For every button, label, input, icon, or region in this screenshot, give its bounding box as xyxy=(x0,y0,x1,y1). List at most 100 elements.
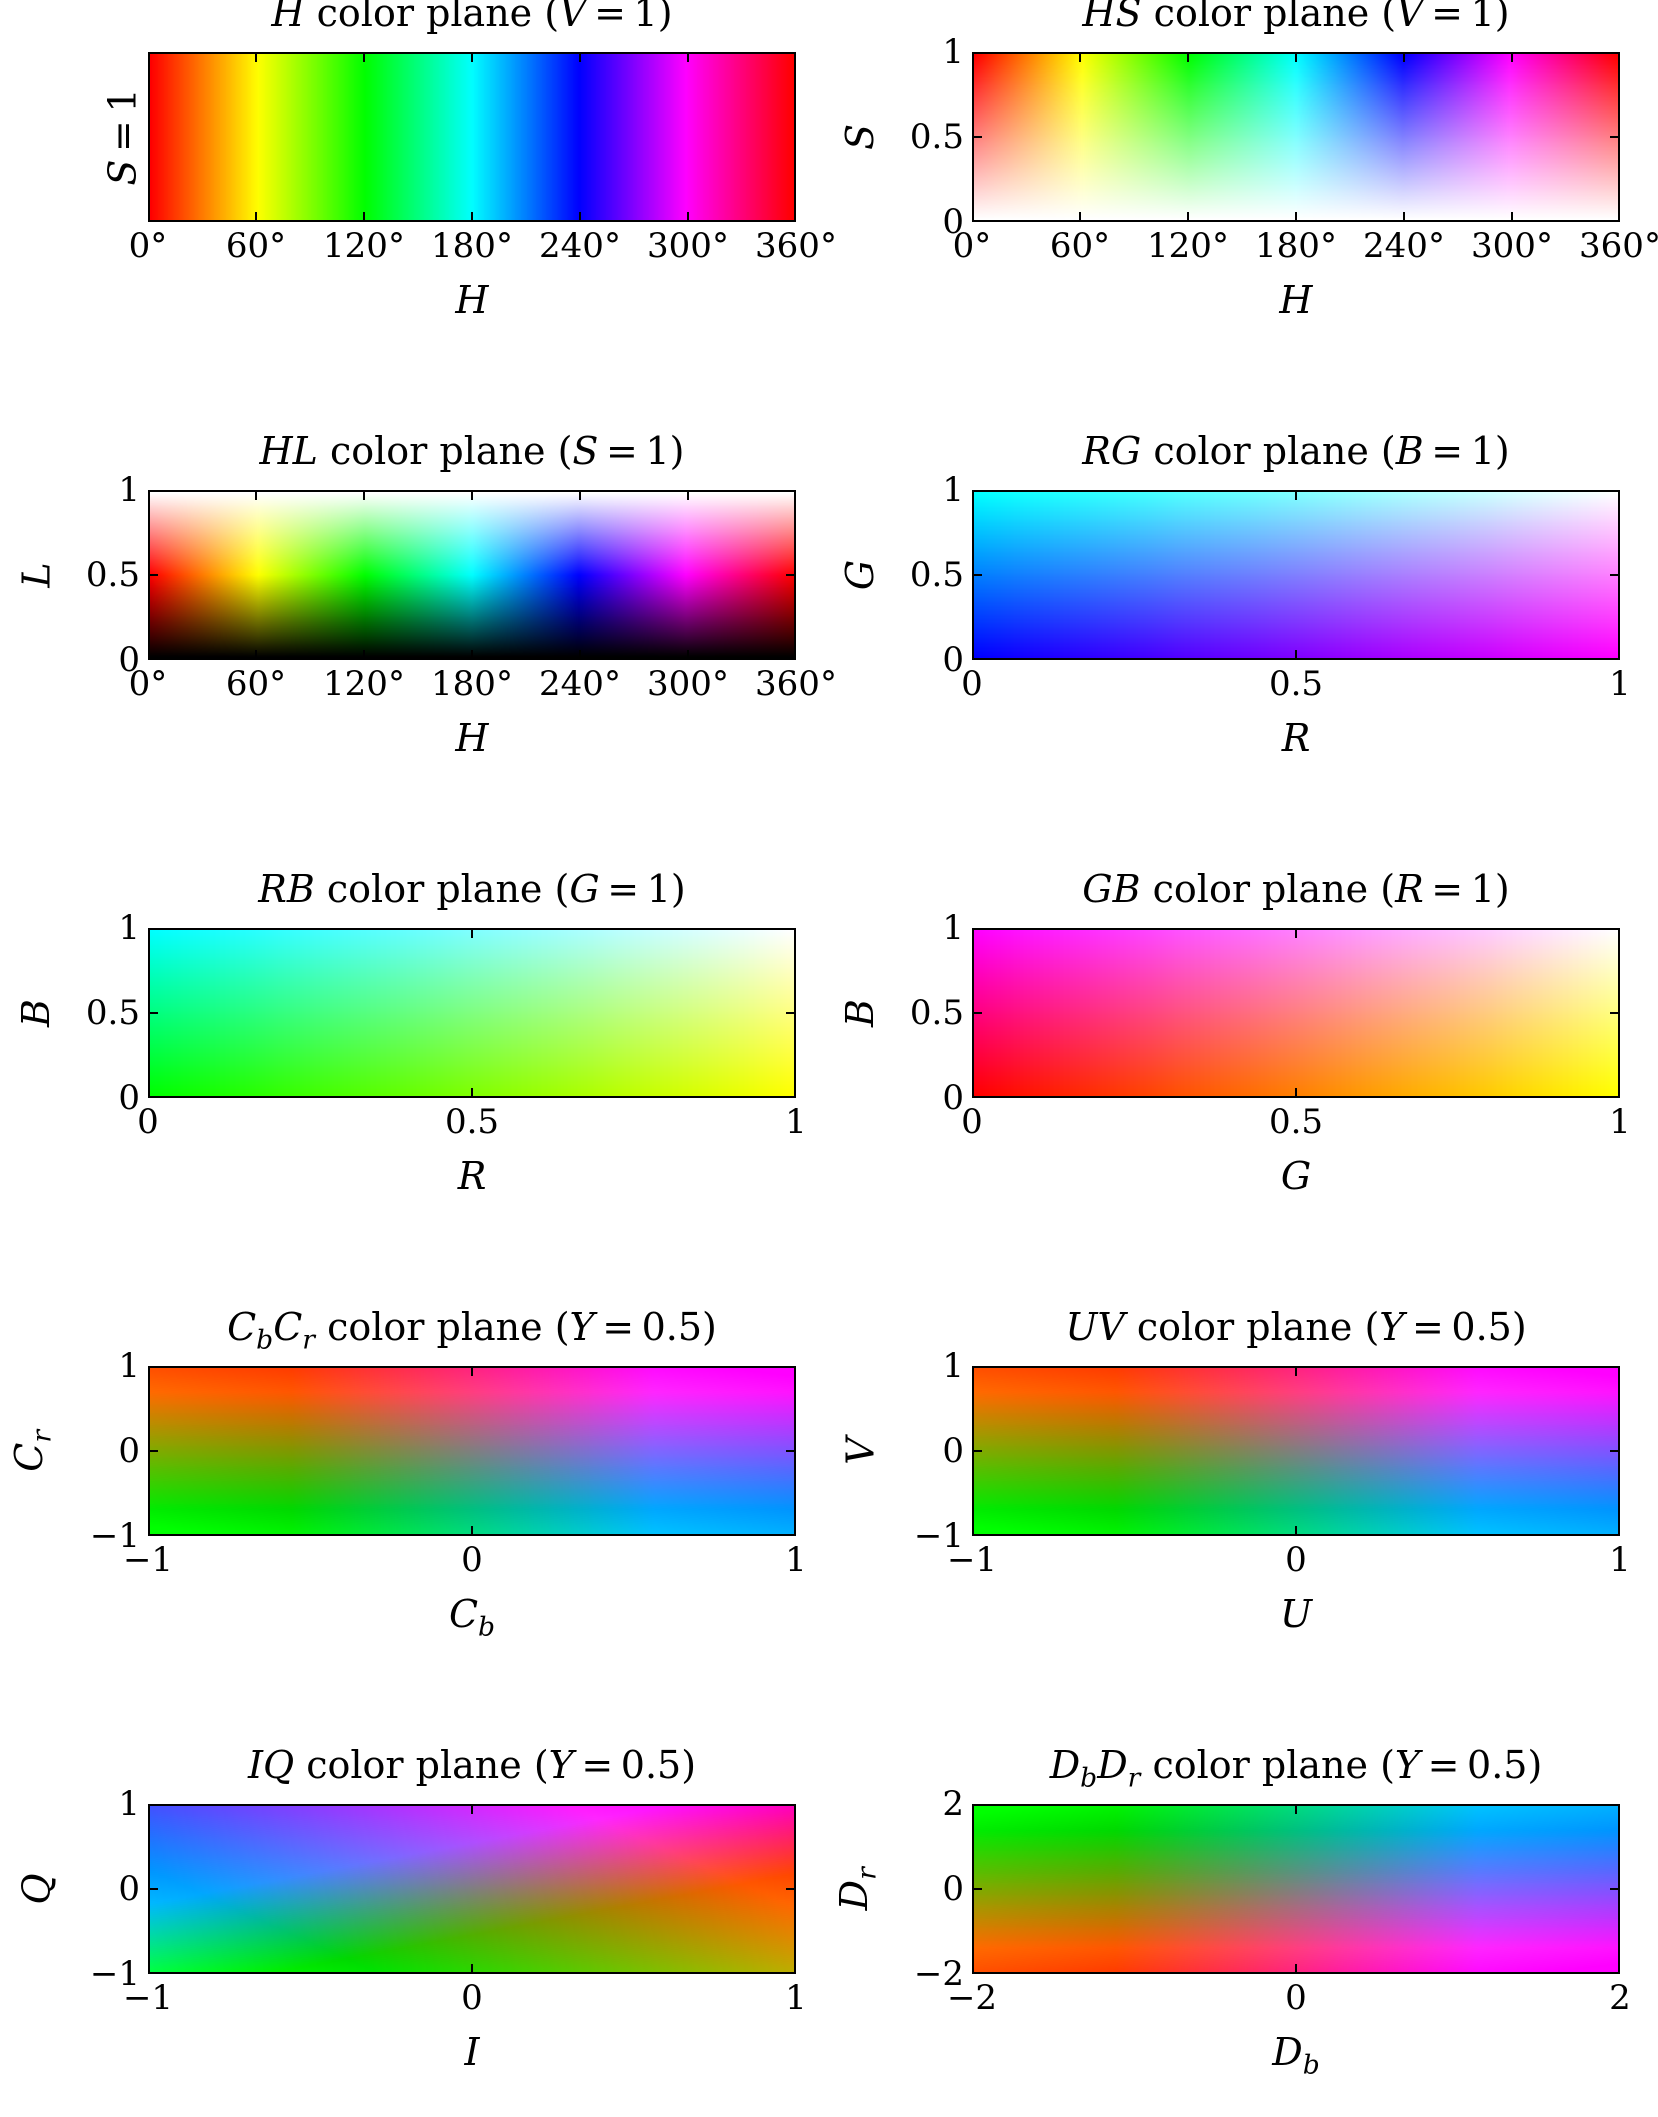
x-tick-label: 0° xyxy=(128,664,168,704)
y-tick-label: 0 xyxy=(942,1869,964,1909)
x-tick-mark xyxy=(1187,54,1189,62)
y-tick-mark xyxy=(1610,136,1618,138)
chart-title: HS color plane (V = 1) xyxy=(1082,0,1510,35)
x-tick-mark xyxy=(687,212,689,220)
x-tick-mark xyxy=(1511,54,1513,62)
x-tick-label: 1 xyxy=(1609,1540,1631,1580)
x-tick-mark xyxy=(579,492,581,500)
x-tick-label: 0° xyxy=(952,226,992,266)
color-plane-plot xyxy=(972,1804,1620,1974)
x-tick-label: 0 xyxy=(1285,1540,1307,1580)
y-tick-mark xyxy=(1610,1012,1618,1014)
x-tick-label: 1 xyxy=(1609,1102,1631,1142)
color-gradient xyxy=(150,1368,794,1534)
color-plane-plot xyxy=(148,52,796,222)
x-tick-mark xyxy=(255,212,257,220)
color-plane-plot xyxy=(148,1366,796,1536)
x-tick-mark xyxy=(471,54,473,62)
color-gradient xyxy=(150,930,794,1096)
color-gradient xyxy=(974,54,1618,220)
x-tick-mark xyxy=(1295,1964,1297,1972)
color-gradient xyxy=(974,1368,1618,1534)
x-tick-label: 360° xyxy=(755,226,837,266)
y-tick-label: 0.5 xyxy=(85,555,140,595)
x-tick-mark xyxy=(687,492,689,500)
x-tick-mark xyxy=(363,650,365,658)
x-tick-label: 240° xyxy=(539,664,621,704)
color-gradient xyxy=(974,930,1618,1096)
y-tick-label: 0.5 xyxy=(909,117,964,157)
y-tick-label: 0 xyxy=(942,640,964,680)
y-tick-mark xyxy=(974,136,982,138)
x-tick-mark xyxy=(1295,930,1297,938)
y-tick-label: 0.5 xyxy=(909,993,964,1033)
x-axis-label: R xyxy=(1281,716,1311,760)
x-tick-label: −1 xyxy=(122,1540,174,1580)
chart-title: RB color plane (G = 1) xyxy=(258,867,686,911)
x-tick-mark xyxy=(579,650,581,658)
y-tick-label: −1 xyxy=(913,1516,964,1556)
y-tick-label: 1 xyxy=(118,1784,140,1824)
x-tick-label: 0.5 xyxy=(444,1102,500,1142)
chart-title: RG color plane (B = 1) xyxy=(1082,429,1510,473)
y-tick-label: 1 xyxy=(118,470,140,510)
y-axis-label: G xyxy=(838,559,883,591)
x-tick-label: 1 xyxy=(785,1978,807,2018)
y-axis-label: V xyxy=(838,1437,883,1465)
x-tick-label: 180° xyxy=(431,664,513,704)
y-tick-mark xyxy=(974,1450,982,1452)
y-tick-label: 1 xyxy=(942,470,964,510)
color-plane-plot xyxy=(148,1804,796,1974)
x-tick-mark xyxy=(471,1526,473,1534)
y-tick-mark xyxy=(1610,1888,1618,1890)
x-tick-label: 0 xyxy=(461,1978,483,2018)
x-tick-label: 240° xyxy=(1363,226,1445,266)
x-tick-label: −1 xyxy=(122,1978,174,2018)
chart-title: H color plane (V = 1) xyxy=(271,0,673,35)
x-tick-mark xyxy=(1295,1806,1297,1814)
y-tick-label: 0 xyxy=(118,1431,140,1471)
x-axis-label: U xyxy=(1279,1592,1313,1636)
x-tick-mark xyxy=(255,492,257,500)
y-tick-label: 0 xyxy=(942,202,964,242)
x-tick-mark xyxy=(471,492,473,500)
y-tick-label: 1 xyxy=(942,1346,964,1386)
y-tick-label: 1 xyxy=(942,32,964,72)
y-tick-label: 0 xyxy=(942,1078,964,1118)
y-tick-label: 0.5 xyxy=(909,555,964,595)
chart-title: IQ color plane (Y = 0.5) xyxy=(247,1743,697,1787)
y-axis-label: Dr xyxy=(831,1867,882,1911)
y-tick-mark xyxy=(974,1888,982,1890)
y-axis-label: L xyxy=(14,562,59,588)
x-tick-mark xyxy=(1079,212,1081,220)
color-plane-plot xyxy=(972,52,1620,222)
x-tick-label: 60° xyxy=(1049,226,1111,266)
x-tick-mark xyxy=(363,212,365,220)
chart-title: UV color plane (Y = 0.5) xyxy=(1065,1305,1527,1349)
x-axis-label: I xyxy=(464,2030,480,2074)
y-tick-label: 0 xyxy=(118,640,140,680)
color-gradient xyxy=(150,1806,794,1972)
y-tick-mark xyxy=(150,1012,158,1014)
y-tick-label: 2 xyxy=(942,1784,964,1824)
x-axis-label: H xyxy=(455,716,489,760)
x-axis-label: Cb xyxy=(448,1592,496,1643)
x-axis-label: H xyxy=(1279,278,1313,322)
color-plane-plot xyxy=(972,928,1620,1098)
y-tick-mark xyxy=(786,1450,794,1452)
x-tick-label: 1 xyxy=(785,1540,807,1580)
x-tick-mark xyxy=(363,54,365,62)
x-tick-mark xyxy=(255,650,257,658)
x-tick-mark xyxy=(471,650,473,658)
color-plane-plot xyxy=(148,490,796,660)
x-tick-label: 0.5 xyxy=(1268,664,1324,704)
y-tick-mark xyxy=(150,574,158,576)
x-tick-label: 0 xyxy=(961,664,983,704)
chart-title: GB color plane (R = 1) xyxy=(1082,867,1510,911)
x-tick-mark xyxy=(1187,212,1189,220)
x-tick-mark xyxy=(471,1806,473,1814)
x-tick-label: −2 xyxy=(946,1978,998,2018)
x-tick-label: 0 xyxy=(961,1102,983,1142)
x-tick-label: 0 xyxy=(1285,1978,1307,2018)
chart-title: CbCr color plane (Y = 0.5) xyxy=(227,1305,717,1356)
